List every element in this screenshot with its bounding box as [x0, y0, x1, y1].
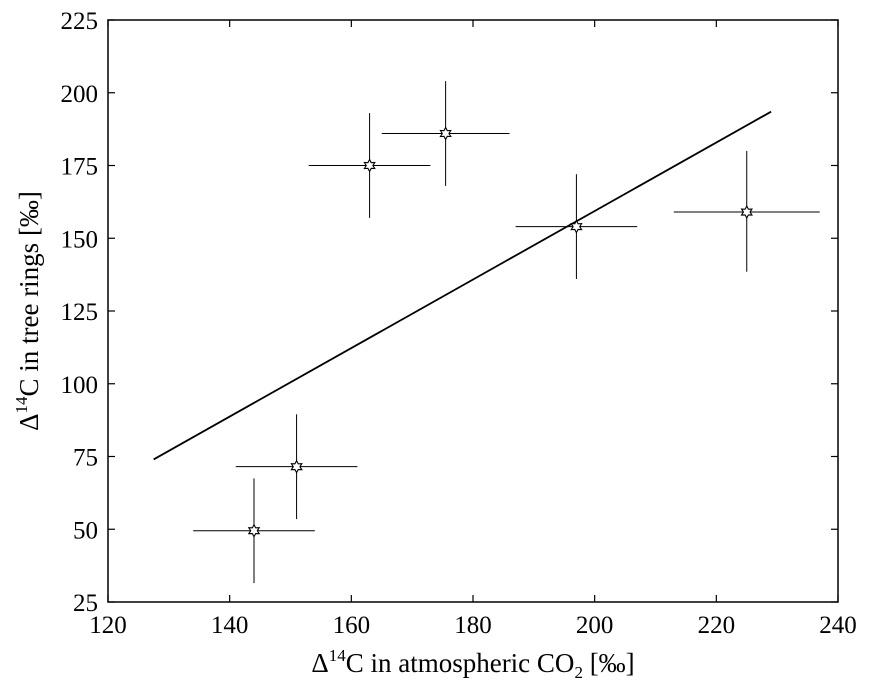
y-tick-label: 175 [61, 154, 99, 181]
fit-line-group [153, 110, 772, 461]
x-axis-label-delta: Δ [311, 648, 328, 678]
y-tick-label: 200 [61, 81, 99, 108]
x-tick-label: 180 [454, 612, 492, 639]
y-axis-label-superscript: 14 [12, 396, 31, 414]
y-tick-label: 225 [61, 8, 99, 35]
x-axis-label: Δ14C in atmospheric CO2 [‰] [311, 646, 634, 682]
x-tick-label: 220 [698, 612, 736, 639]
y-tick-label: 75 [73, 445, 98, 472]
y-tick-label: 150 [61, 226, 99, 253]
y-tick-label: 50 [73, 517, 98, 544]
x-axis-label-subscript: 2 [574, 663, 583, 682]
data-point-marker [363, 158, 376, 173]
x-tick-label: 200 [576, 612, 614, 639]
data-point-marker [247, 523, 261, 538]
y-tick-label: 25 [73, 590, 98, 617]
x-tick-label: 240 [819, 612, 857, 639]
fit-line [153, 110, 772, 461]
plot-area-frame [107, 19, 839, 603]
y-axis-label-delta: Δ [14, 414, 44, 431]
x-axis-label-main: C in atmospheric CO [346, 648, 575, 678]
y-tick-label: 125 [61, 299, 99, 326]
y-axis-label-main: C in tree rings [‰] [14, 191, 44, 396]
data-markers [247, 126, 753, 538]
data-point-marker [439, 126, 452, 141]
data-point-marker [290, 459, 303, 474]
error-bars [193, 81, 820, 584]
data-point-marker [740, 204, 753, 220]
x-tick-label: 160 [333, 612, 371, 639]
y-axis-ticks: 25 50 75 100 125 150 175 200 225 [61, 8, 838, 617]
x-axis-label-unit: [‰] [583, 648, 635, 678]
x-axis-label-superscript: 14 [329, 646, 347, 665]
x-tick-label: 120 [89, 612, 127, 639]
data-point-marker [570, 219, 583, 234]
y-axis-label: Δ14C in tree rings [‰] [12, 191, 44, 431]
x-axis-ticks: 120 140 160 180 200 220 240 [89, 20, 857, 639]
x-tick-label: 140 [211, 612, 249, 639]
y-tick-label: 100 [61, 372, 99, 399]
